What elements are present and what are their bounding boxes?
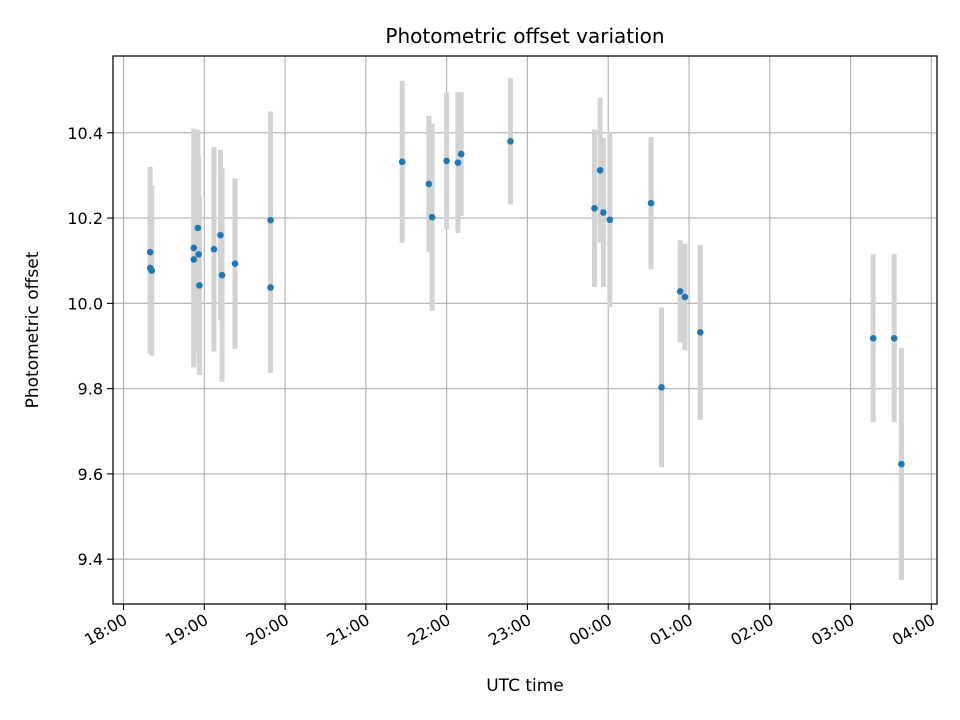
data-point [697,329,704,336]
data-point [196,282,203,289]
data-point [218,271,226,279]
y-tick-label: 9.6 [78,465,103,484]
data-point [658,384,665,391]
y-axis-label: Photometric offset [23,251,43,408]
plot-frame [112,55,938,605]
data-point [647,199,655,207]
data-point [606,216,614,224]
data-point [267,284,274,291]
data-point [267,216,274,224]
data-points [146,137,905,468]
data-point [210,245,218,253]
y-tick-label: 10.0 [67,294,103,313]
chart-title: Photometric offset variation [385,24,664,48]
data-point [681,293,689,301]
data-point [869,335,877,342]
data-point [398,158,406,166]
data-point [457,150,465,158]
y-axis-ticks: 9.4 9.6 9.8 10.0 10.2 10.4 [67,124,113,569]
data-point [428,213,436,221]
data-point [190,244,198,252]
data-point [898,460,905,468]
data-point [454,159,462,166]
y-tick-label: 9.4 [78,550,103,569]
data-point [596,166,604,174]
data-point [148,267,156,274]
data-point [194,224,202,232]
data-point [890,335,898,342]
data-point [425,180,433,188]
data-point [600,209,607,216]
data-point [146,248,154,256]
plot-area [113,56,937,604]
x-axis-label: UTC time [486,676,564,696]
data-point [507,137,514,145]
data-point [676,288,684,295]
data-point [591,204,598,212]
y-tick-label: 9.8 [78,380,103,399]
y-tick-label: 10.4 [67,124,103,143]
y-tick-label: 10.2 [67,209,103,228]
data-point [190,256,198,263]
data-point [195,251,202,258]
data-point [443,157,450,165]
data-point [217,231,224,239]
data-point [231,260,239,267]
